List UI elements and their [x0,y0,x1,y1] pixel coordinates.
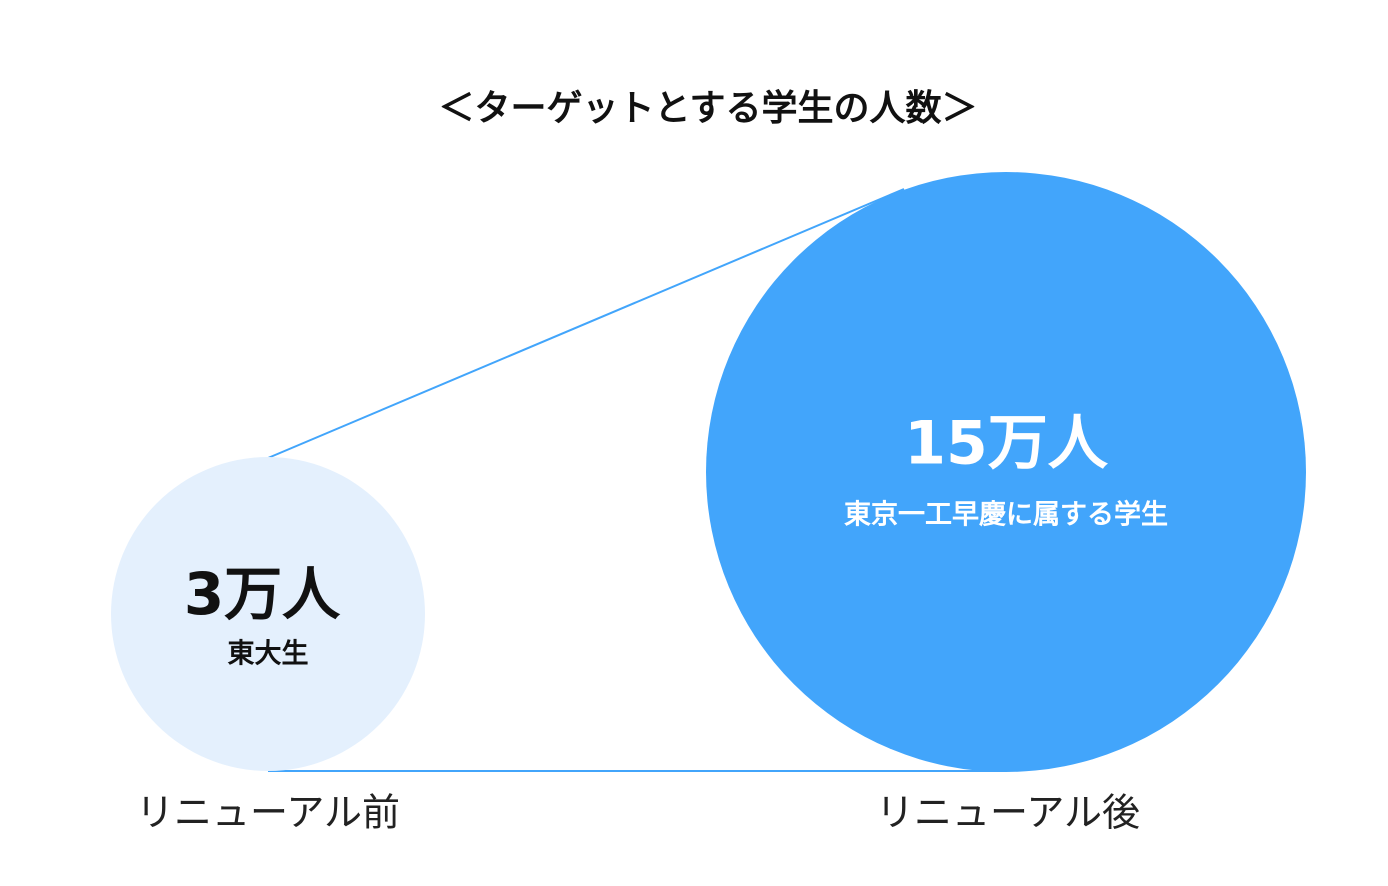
caption: リニューアル前 [136,791,400,835]
description: 東京一工早慶に属する学生 [844,499,1168,531]
title: ＜ターゲットとする学生の人数＞ [439,88,978,129]
small-circle [111,457,425,771]
connector-top [267,188,905,459]
description: 東大生 [228,639,309,670]
count: 3万人 [184,560,341,628]
caption: リニューアル後 [876,791,1140,835]
count: 15万人 [904,409,1108,479]
large-circle [706,172,1306,772]
